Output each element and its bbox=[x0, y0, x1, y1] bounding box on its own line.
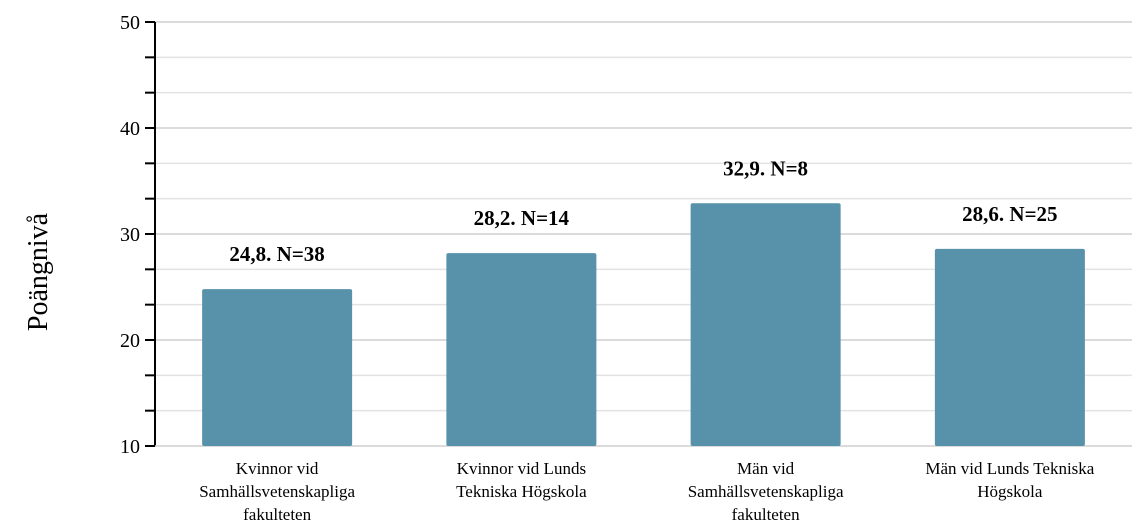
bar bbox=[202, 289, 353, 446]
bar bbox=[690, 203, 841, 446]
data-labels: 24,8. N=38 28,2. N=14 32,9. N=8 28,6. N=25 bbox=[229, 156, 1057, 266]
y-tick-label: 40 bbox=[120, 118, 140, 140]
y-tick-label: 20 bbox=[120, 330, 140, 352]
y-tick-label: 10 bbox=[120, 436, 140, 458]
bar-data-label: 24,8. N=38 bbox=[229, 242, 324, 266]
x-axis-labels: Kvinnor vid Samhällsvetenskapliga fakultet… bbox=[199, 459, 1095, 524]
x-category-label: Kvinnor vid Lunds Tekniska Högskola bbox=[456, 459, 587, 501]
bar-data-label: 28,2. N=14 bbox=[474, 206, 570, 230]
bars bbox=[202, 203, 1085, 446]
x-category-label: Kvinnor vid Samhällsvetenskapliga fakultet… bbox=[199, 459, 355, 524]
bar bbox=[446, 253, 597, 446]
x-category-label: Män vid Samhällsvetenskapliga fakulteten bbox=[688, 459, 844, 524]
x-category-label: Män vid Lunds Tekniska Högskola bbox=[925, 459, 1094, 501]
bar bbox=[934, 248, 1085, 446]
bar-data-label: 32,9. N=8 bbox=[723, 156, 808, 180]
bar-data-label: 28,6. N=25 bbox=[962, 202, 1057, 226]
y-axis-title: Poängnivå bbox=[23, 212, 54, 331]
y-tick-label: 50 bbox=[120, 12, 140, 34]
y-tick-label: 30 bbox=[120, 224, 140, 246]
